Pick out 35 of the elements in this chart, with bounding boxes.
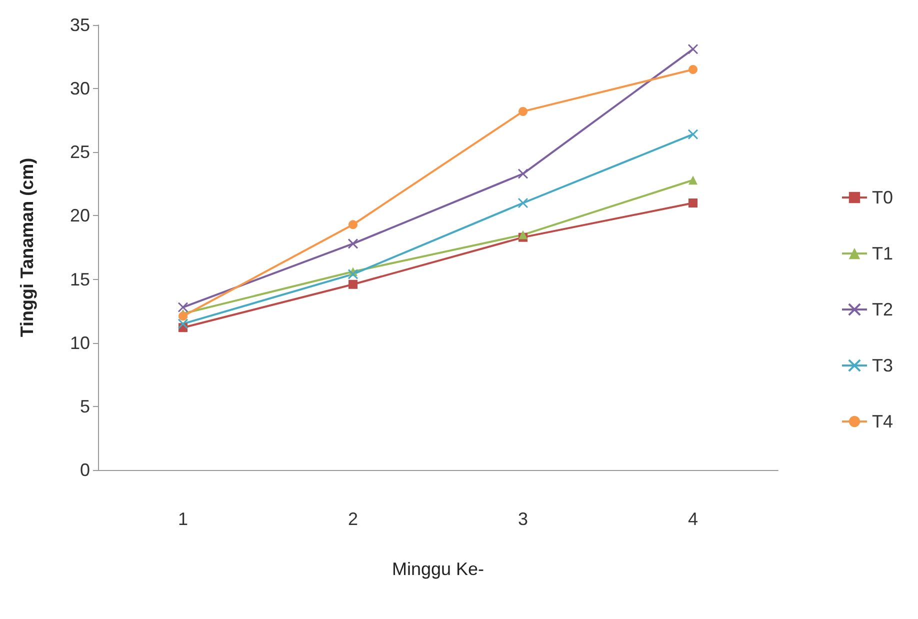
legend-label: T3 xyxy=(872,356,894,376)
point xyxy=(518,230,528,240)
point xyxy=(178,312,188,321)
point xyxy=(348,280,358,289)
legend-label: T0 xyxy=(872,188,894,208)
y-tick-label: 25 xyxy=(70,142,90,162)
point xyxy=(178,318,188,330)
legend-label: T2 xyxy=(872,300,894,320)
y-tick-label: 10 xyxy=(70,332,90,353)
y-axis-title: Tinggi Tanaman (cm) xyxy=(17,158,37,338)
point xyxy=(348,268,358,280)
point xyxy=(688,44,698,54)
x-axis-title: Minggu Ke- xyxy=(392,559,484,579)
y-tick-label: 20 xyxy=(70,206,90,226)
x-tick-label: 1 xyxy=(178,509,188,529)
point xyxy=(688,129,698,140)
x-tick-label: 4 xyxy=(688,509,698,529)
point xyxy=(688,176,698,185)
x-tick-label: 3 xyxy=(518,509,528,529)
point xyxy=(688,198,698,208)
x-tick-label: 2 xyxy=(348,509,358,529)
point xyxy=(518,106,528,116)
point xyxy=(518,198,528,208)
point xyxy=(348,220,358,230)
y-tick-label: 35 xyxy=(70,15,90,35)
y-tick-label: 30 xyxy=(70,78,90,99)
y-tick-label: 0 xyxy=(80,460,90,480)
point xyxy=(518,168,528,180)
point xyxy=(688,65,698,74)
point xyxy=(178,302,188,313)
point xyxy=(348,238,358,249)
legend-label: T1 xyxy=(872,244,894,264)
y-tick-label: 5 xyxy=(80,396,90,416)
legend-label: T4 xyxy=(872,412,894,432)
y-tick-label: 15 xyxy=(70,269,90,290)
